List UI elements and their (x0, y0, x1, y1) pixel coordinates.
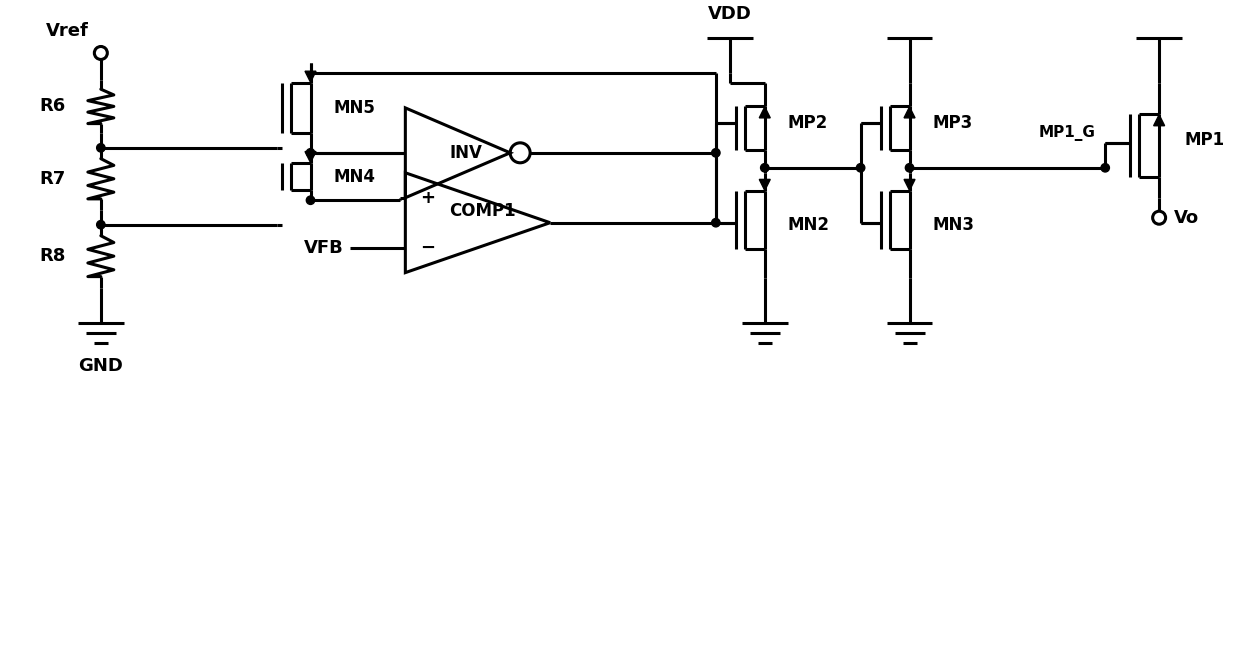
Text: MN2: MN2 (787, 216, 830, 234)
Polygon shape (1153, 115, 1164, 125)
Polygon shape (904, 107, 915, 118)
Text: MN4: MN4 (334, 168, 376, 185)
Circle shape (712, 148, 720, 157)
Circle shape (306, 148, 315, 157)
Text: Vref: Vref (46, 22, 89, 40)
Text: R6: R6 (40, 97, 66, 116)
Circle shape (1101, 164, 1110, 172)
Text: INV: INV (449, 144, 482, 162)
Circle shape (905, 164, 914, 172)
Text: −: − (420, 238, 435, 257)
Text: COMP1: COMP1 (449, 202, 516, 219)
Text: Vo: Vo (1174, 209, 1199, 227)
Text: MP1_G: MP1_G (1038, 125, 1095, 141)
Text: +: + (420, 189, 435, 207)
Polygon shape (904, 179, 915, 191)
Text: R8: R8 (40, 247, 66, 265)
Text: MN5: MN5 (334, 99, 376, 117)
Text: MP2: MP2 (787, 114, 828, 132)
Text: VDD: VDD (708, 5, 751, 23)
Circle shape (97, 144, 105, 152)
Polygon shape (759, 107, 770, 118)
Circle shape (97, 221, 105, 229)
Text: VFB: VFB (304, 238, 343, 257)
Text: MN3: MN3 (932, 216, 975, 234)
Polygon shape (759, 179, 770, 191)
Text: MP1: MP1 (1184, 131, 1224, 149)
Circle shape (760, 164, 769, 172)
Circle shape (306, 196, 315, 204)
Polygon shape (305, 152, 316, 162)
Text: R7: R7 (40, 170, 66, 188)
Text: MP3: MP3 (932, 114, 972, 132)
Polygon shape (305, 71, 316, 82)
Text: GND: GND (78, 357, 123, 376)
Circle shape (712, 219, 720, 227)
Circle shape (857, 164, 864, 172)
